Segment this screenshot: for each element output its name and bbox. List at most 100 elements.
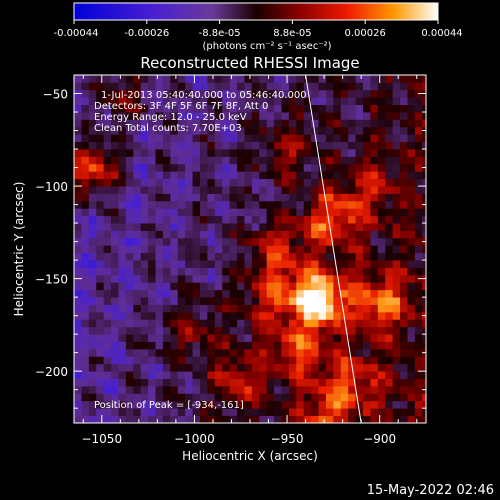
heatmap-cell: [296, 178, 305, 187]
heatmap-cell: [185, 156, 193, 165]
heatmap-cell: [333, 348, 342, 357]
heatmap-cell: [118, 215, 127, 224]
heatmap-cell: [407, 171, 416, 180]
heatmap-cell: [333, 141, 342, 150]
heatmap-cell: [377, 186, 386, 194]
heatmap-cell: [214, 341, 223, 350]
heatmap-cell: [237, 245, 245, 254]
heatmap-cell: [259, 274, 268, 283]
heatmap-cell: [281, 252, 290, 261]
heatmap-cell: [288, 200, 297, 209]
heatmap-cell: [88, 193, 97, 202]
heatmap-cell: [74, 193, 82, 202]
heatmap-cell: [140, 393, 149, 402]
heatmap-cell: [281, 326, 290, 335]
heatmap-cell: [377, 326, 386, 335]
heatmap-cell: [162, 385, 171, 394]
heatmap-cell: [207, 393, 216, 402]
heatmap-cell: [311, 193, 319, 202]
heatmap-cell: [407, 297, 416, 305]
heatmap-cell: [288, 156, 297, 165]
heatmap-cell: [214, 208, 223, 217]
heatmap-cell: [207, 289, 216, 298]
heatmap-cell: [177, 341, 186, 350]
heatmap-cell: [81, 163, 90, 172]
heatmap-cell: [414, 348, 423, 357]
heatmap-cell: [125, 356, 134, 365]
heatmap-cell: [192, 245, 201, 254]
heatmap-cell: [296, 193, 305, 202]
heatmap-cell: [400, 371, 408, 379]
heatmap-cell: [400, 163, 408, 172]
heatmap-cell: [392, 400, 401, 409]
heatmap-cell: [81, 193, 90, 202]
heatmap-cell: [311, 97, 319, 106]
heatmap-cell: [281, 200, 290, 209]
heatmap-cell: [377, 408, 386, 416]
heatmap-cell: [281, 82, 290, 91]
heatmap-cell: [251, 371, 260, 379]
heatmap-cell: [392, 260, 401, 268]
heatmap-cell: [318, 75, 327, 83]
heatmap-cell: [251, 319, 260, 328]
heatmap-cell: [400, 200, 408, 209]
heatmap-cell: [81, 156, 90, 165]
heatmap-cell: [407, 141, 416, 150]
heatmap-cell: [170, 356, 179, 365]
heatmap-cell: [266, 149, 275, 157]
heatmap-cell: [303, 415, 312, 423]
heatmap-cell: [81, 341, 90, 350]
heatmap-cell: [296, 326, 305, 335]
heatmap-cell: [118, 252, 127, 261]
heatmap-cell: [111, 245, 119, 254]
heatmap-cell: [111, 223, 119, 231]
heatmap-cell: [325, 82, 334, 91]
heatmap-cell: [370, 75, 379, 83]
heatmap-cell: [281, 208, 290, 217]
heatmap-cell: [125, 334, 134, 342]
heatmap-cell: [170, 326, 179, 335]
heatmap-cell: [162, 119, 171, 128]
heatmap-cell: [296, 371, 305, 379]
heatmap-cell: [103, 260, 112, 268]
heatmap-cell: [325, 408, 334, 416]
heatmap-cell: [414, 230, 423, 239]
heatmap-cell: [318, 415, 327, 423]
heatmap-cell: [244, 371, 253, 379]
heatmap-cell: [385, 149, 394, 157]
heatmap-cell: [363, 223, 371, 231]
heatmap-cell: [237, 163, 245, 172]
heatmap-cell: [392, 171, 401, 180]
heatmap-cell: [385, 119, 394, 128]
heatmap-cell: [74, 208, 82, 217]
heatmap-cell: [385, 297, 394, 305]
heatmap-cell: [400, 112, 408, 120]
annotation-line: Energy Range: 12.0 - 25.0 keV: [94, 112, 247, 123]
heatmap-cell: [355, 97, 364, 106]
heatmap-cell: [303, 89, 312, 98]
heatmap-cell: [148, 408, 156, 416]
heatmap-cell: [363, 82, 371, 91]
heatmap-cell: [214, 171, 223, 180]
heatmap-cell: [214, 400, 223, 409]
heatmap-cell: [266, 82, 275, 91]
heatmap-cell: [140, 193, 149, 202]
x-tick-label: −1000: [174, 432, 215, 446]
heatmap-cell: [199, 400, 208, 409]
heatmap-cell: [266, 260, 275, 268]
heatmap-cell: [400, 193, 408, 202]
heatmap-cell: [333, 215, 342, 224]
heatmap-cell: [148, 171, 156, 180]
heatmap-cell: [274, 215, 282, 224]
heatmap-cell: [414, 304, 423, 313]
heatmap-cell: [155, 237, 164, 246]
heatmap-cell: [177, 134, 186, 143]
heatmap-cell: [407, 267, 416, 276]
heatmap-cell: [199, 282, 208, 291]
heatmap-cell: [414, 200, 423, 209]
solar-limb-line: [305, 75, 362, 423]
heatmap-cell: [170, 171, 179, 180]
heatmap-cell: [170, 319, 179, 328]
heatmap-cell: [355, 304, 364, 313]
heatmap-cell: [96, 215, 105, 224]
